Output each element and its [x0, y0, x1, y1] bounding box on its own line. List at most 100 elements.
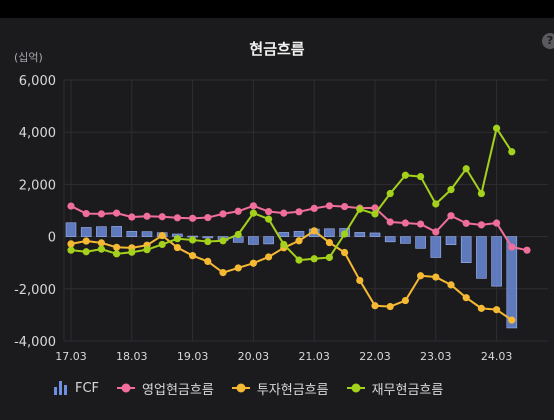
- financing-point: [493, 124, 501, 132]
- operating-point: [462, 219, 470, 227]
- fcf-bar: [445, 236, 457, 245]
- fcf-bar: [263, 236, 274, 245]
- x-tick-label: 18.03: [116, 350, 148, 363]
- financing-point: [371, 210, 379, 218]
- operating-point: [295, 208, 303, 216]
- line-marker-icon: [231, 383, 250, 393]
- top-strip: [0, 0, 554, 18]
- operating-point: [371, 204, 379, 212]
- y-tick-label: 6,000: [19, 74, 56, 89]
- series-lines: [67, 124, 531, 324]
- legend-item-investing[interactable]: 투자현금흐름: [231, 379, 329, 398]
- operating-point: [189, 214, 197, 222]
- operating-point: [82, 210, 90, 218]
- y-tick-label: -4,000: [14, 335, 56, 350]
- operating-point: [310, 204, 318, 213]
- financing-point: [447, 186, 455, 194]
- fcf-bar: [96, 226, 107, 237]
- legend-label-fcf: FCF: [75, 380, 100, 396]
- investing-point: [356, 276, 364, 285]
- y-tick-label: 0: [48, 231, 56, 246]
- operating-point: [97, 210, 105, 218]
- legend-label-operating: 영업현금흐름: [142, 382, 214, 398]
- legend-item-financing[interactable]: 재무현금흐름: [346, 379, 443, 398]
- fcf-bar: [476, 236, 487, 279]
- operating-point: [158, 213, 166, 221]
- financing-point: [128, 248, 136, 256]
- operating-point: [523, 246, 531, 254]
- financing-point: [219, 237, 227, 245]
- financing-point: [67, 246, 75, 254]
- financing-point: [265, 215, 273, 223]
- legend-item-fcf[interactable]: FCF: [54, 381, 99, 396]
- operating-point: [234, 207, 242, 215]
- fcf-bar: [369, 232, 381, 237]
- operating-point: [447, 212, 455, 220]
- operating-point: [128, 213, 136, 221]
- investing-point: [82, 237, 90, 245]
- x-tick-label: 21.03: [298, 350, 330, 363]
- chart-title: 현금흐름: [249, 40, 305, 58]
- investing-point: [189, 252, 197, 260]
- y-axis-ticks: 6,000 4,000 2,000 0 -2,000 -4,000: [14, 74, 56, 350]
- fcf-bar: [324, 228, 335, 237]
- operating-point: [219, 210, 227, 218]
- fcf-bar: [202, 236, 214, 239]
- financing-point: [386, 189, 394, 198]
- investing-point: [371, 302, 379, 310]
- fcf-bar: [126, 231, 138, 237]
- operating-point: [508, 243, 516, 251]
- investing-point: [219, 269, 227, 277]
- investing-point: [310, 227, 318, 235]
- financing-point: [432, 200, 440, 208]
- financing-point: [204, 237, 212, 246]
- financing-point: [158, 240, 166, 249]
- investing-point: [234, 264, 242, 272]
- legend-label-investing: 투자현금흐름: [256, 382, 329, 398]
- investing-point: [265, 253, 273, 261]
- investing-point: [386, 302, 394, 311]
- bar-chart-icon: [54, 381, 67, 395]
- investing-point: [173, 243, 181, 252]
- operating-point: [173, 214, 181, 222]
- operating-point: [113, 209, 121, 217]
- fcf-bar: [65, 222, 77, 237]
- fcf-bar: [293, 231, 305, 237]
- financing-point: [508, 148, 516, 156]
- help-icon[interactable]: ?: [542, 33, 554, 49]
- financing-point: [173, 235, 181, 243]
- operating-point: [143, 212, 151, 220]
- legend-item-operating[interactable]: 영업현금흐름: [117, 379, 214, 398]
- legend: FCF 영업현금흐름 투자현금흐름 재무현금흐름: [54, 378, 461, 398]
- x-tick-label: 22.03: [359, 350, 391, 363]
- financing-point: [280, 240, 288, 249]
- financing-point: [341, 230, 349, 238]
- fcf-bar: [111, 226, 122, 237]
- fcf-bar: [400, 236, 411, 244]
- financing-point: [462, 165, 470, 173]
- financing-point: [295, 256, 303, 264]
- investing-point: [462, 294, 470, 302]
- investing-point: [158, 231, 166, 240]
- investing-point: [477, 304, 485, 312]
- investing-point: [417, 272, 425, 280]
- fcf-bar: [384, 236, 396, 243]
- x-tick-label: 19.03: [177, 350, 209, 363]
- chart-card: [0, 18, 554, 420]
- y-tick-label: 2,000: [19, 178, 56, 193]
- investing-point: [325, 239, 333, 247]
- y-tick-label: -2,000: [14, 283, 56, 298]
- investing-point: [204, 257, 212, 265]
- financing-point: [113, 250, 121, 258]
- fcf-bar: [415, 236, 426, 249]
- financing-point: [325, 253, 333, 262]
- financing-point: [97, 245, 105, 253]
- investing-point: [97, 239, 105, 247]
- x-tick-label: 20.03: [238, 350, 270, 363]
- fcf-bar: [248, 236, 259, 245]
- line-marker-icon: [346, 383, 365, 393]
- operating-point: [401, 219, 409, 227]
- financing-point: [82, 248, 90, 256]
- operating-point: [204, 213, 212, 222]
